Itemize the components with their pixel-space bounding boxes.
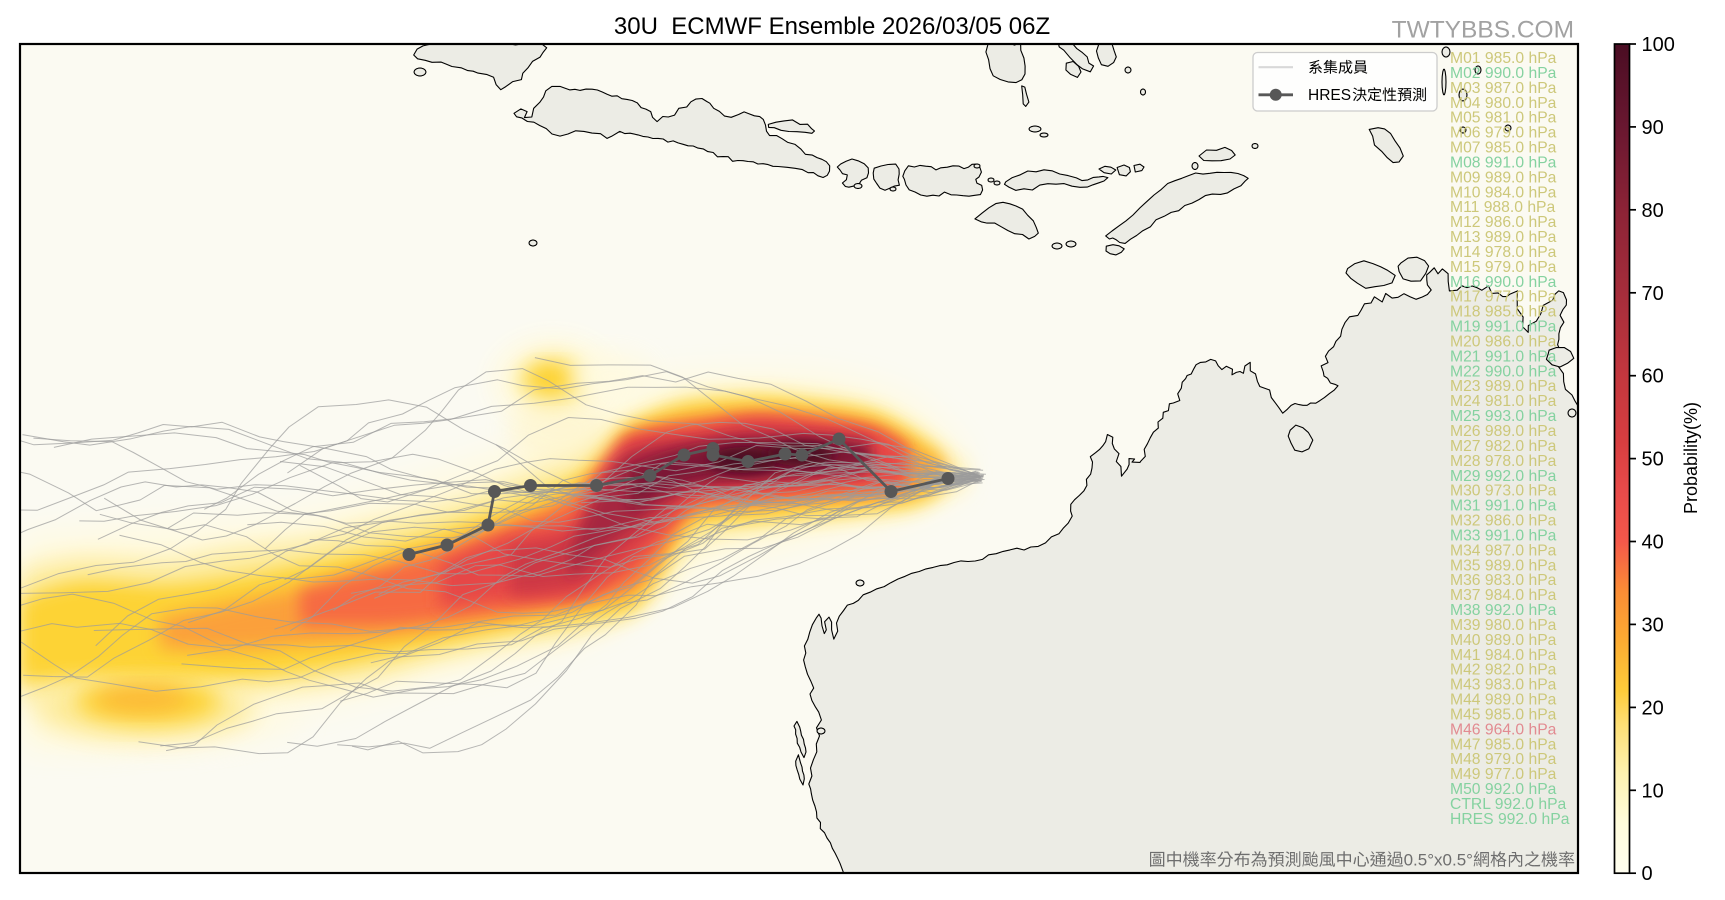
svg-text:M19 991.0 hPa: M19 991.0 hPa	[1450, 319, 1557, 336]
svg-text:30: 30	[1642, 614, 1664, 636]
svg-text:0.5°x0.5°: 0.5°x0.5°	[1404, 851, 1473, 870]
svg-text:M26 989.0 hPa: M26 989.0 hPa	[1450, 423, 1557, 440]
svg-text:Probability(%): Probability(%)	[1681, 402, 1701, 514]
svg-text:M06 979.0 hPa: M06 979.0 hPa	[1450, 125, 1557, 142]
svg-text:M40 989.0 hPa: M40 989.0 hPa	[1450, 632, 1557, 649]
svg-text:M30 973.0 hPa: M30 973.0 hPa	[1450, 483, 1557, 500]
svg-text:M49 977.0 hPa: M49 977.0 hPa	[1450, 766, 1557, 783]
svg-text:M34 987.0 hPa: M34 987.0 hPa	[1450, 542, 1557, 559]
svg-text:M02 990.0 hPa: M02 990.0 hPa	[1450, 65, 1557, 82]
svg-text:10: 10	[1642, 780, 1664, 802]
svg-text:M09 989.0 hPa: M09 989.0 hPa	[1450, 169, 1557, 186]
svg-text:M24 981.0 hPa: M24 981.0 hPa	[1450, 393, 1557, 410]
svg-text:M13 989.0 hPa: M13 989.0 hPa	[1450, 229, 1557, 246]
svg-text:M50 992.0 hPa: M50 992.0 hPa	[1450, 781, 1557, 798]
svg-text:M15 979.0 hPa: M15 979.0 hPa	[1450, 259, 1557, 276]
svg-text:M03 987.0 hPa: M03 987.0 hPa	[1450, 80, 1557, 97]
svg-text:M23 989.0 hPa: M23 989.0 hPa	[1450, 378, 1557, 395]
svg-text:M45 985.0 hPa: M45 985.0 hPa	[1450, 707, 1557, 724]
svg-text:M08 991.0 hPa: M08 991.0 hPa	[1450, 154, 1557, 171]
svg-text:50: 50	[1642, 449, 1664, 471]
svg-text:CTRL 992.0 hPa: CTRL 992.0 hPa	[1450, 796, 1567, 813]
svg-text:M42 982.0 hPa: M42 982.0 hPa	[1450, 662, 1557, 679]
svg-text:M20 986.0 hPa: M20 986.0 hPa	[1450, 334, 1557, 351]
svg-text:M41 984.0 hPa: M41 984.0 hPa	[1450, 647, 1557, 664]
svg-text:M16 990.0 hPa: M16 990.0 hPa	[1450, 274, 1557, 291]
svg-text:M47 985.0 hPa: M47 985.0 hPa	[1450, 736, 1557, 753]
svg-text:M27 982.0 hPa: M27 982.0 hPa	[1450, 438, 1557, 455]
svg-text:TWTYBBS.COM: TWTYBBS.COM	[1392, 17, 1574, 44]
svg-text:M01 985.0 hPa: M01 985.0 hPa	[1450, 50, 1557, 67]
svg-text:M17 977.0 hPa: M17 977.0 hPa	[1450, 289, 1557, 306]
svg-text:M37 984.0 hPa: M37 984.0 hPa	[1450, 587, 1557, 604]
svg-text:M10 984.0 hPa: M10 984.0 hPa	[1450, 184, 1557, 201]
svg-text:M48 979.0 hPa: M48 979.0 hPa	[1450, 751, 1557, 768]
svg-text:M14 978.0 hPa: M14 978.0 hPa	[1450, 244, 1557, 261]
svg-text:M46 964.0 hPa: M46 964.0 hPa	[1450, 721, 1557, 738]
svg-text:M31 991.0 hPa: M31 991.0 hPa	[1450, 498, 1557, 515]
svg-text:M21 991.0 hPa: M21 991.0 hPa	[1450, 348, 1557, 365]
svg-text:M33 991.0 hPa: M33 991.0 hPa	[1450, 527, 1557, 544]
svg-text:M43 983.0 hPa: M43 983.0 hPa	[1450, 677, 1557, 694]
svg-text:100: 100	[1642, 34, 1675, 56]
svg-text:20: 20	[1642, 697, 1664, 719]
svg-text:M32 986.0 hPa: M32 986.0 hPa	[1450, 513, 1557, 530]
svg-text:M18 985.0 hPa: M18 985.0 hPa	[1450, 304, 1557, 321]
svg-text:M05 981.0 hPa: M05 981.0 hPa	[1450, 110, 1557, 127]
svg-text:HRES 992.0 hPa: HRES 992.0 hPa	[1450, 811, 1570, 828]
svg-text:30U ECMWF Ensemble 2026/03/05: 30U ECMWF Ensemble 2026/03/05 06Z	[614, 13, 1050, 40]
svg-text:0: 0	[1642, 863, 1653, 885]
svg-text:M44 989.0 hPa: M44 989.0 hPa	[1450, 692, 1557, 709]
svg-text:M25 993.0 hPa: M25 993.0 hPa	[1450, 408, 1557, 425]
svg-text:M39 980.0 hPa: M39 980.0 hPa	[1450, 617, 1557, 634]
svg-text:M28 978.0 hPa: M28 978.0 hPa	[1450, 453, 1557, 470]
svg-text:M29 992.0 hPa: M29 992.0 hPa	[1450, 468, 1557, 485]
svg-text:M36 983.0 hPa: M36 983.0 hPa	[1450, 572, 1557, 589]
svg-text:70: 70	[1642, 283, 1664, 305]
svg-text:HRES: HRES	[1308, 87, 1351, 104]
svg-text:80: 80	[1642, 200, 1664, 222]
svg-text:M35 989.0 hPa: M35 989.0 hPa	[1450, 557, 1557, 574]
svg-text:M12 986.0 hPa: M12 986.0 hPa	[1450, 214, 1557, 231]
svg-text:60: 60	[1642, 366, 1664, 388]
svg-text:M04 980.0 hPa: M04 980.0 hPa	[1450, 95, 1557, 112]
svg-text:M38 992.0 hPa: M38 992.0 hPa	[1450, 602, 1557, 619]
svg-text:40: 40	[1642, 532, 1664, 554]
svg-text:M07 985.0 hPa: M07 985.0 hPa	[1450, 140, 1557, 157]
svg-text:M11 988.0 hPa: M11 988.0 hPa	[1450, 199, 1556, 216]
svg-text:M22 990.0 hPa: M22 990.0 hPa	[1450, 363, 1557, 380]
svg-text:90: 90	[1642, 117, 1664, 139]
